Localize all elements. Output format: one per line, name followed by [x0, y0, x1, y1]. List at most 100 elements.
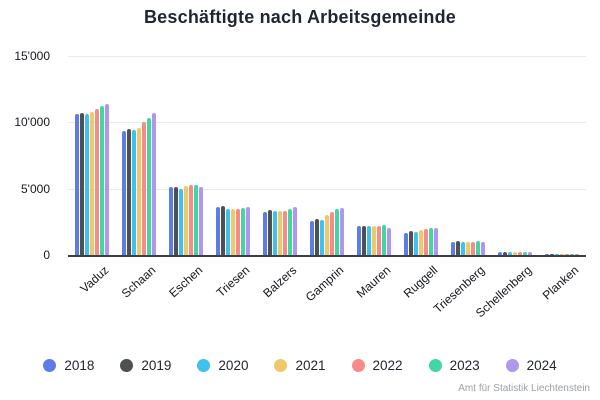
bar-triesenberg-2022[interactable]	[471, 242, 476, 255]
bar-schellenberg-2020[interactable]	[508, 251, 513, 255]
bar-schellenberg-2022[interactable]	[518, 251, 523, 255]
bar-mauren-2021[interactable]	[372, 226, 377, 255]
x-label-eschen: Eschen	[165, 263, 206, 301]
bar-gamprin-2023[interactable]	[335, 209, 339, 255]
bar-vaduz-2020[interactable]	[84, 113, 89, 255]
bar-eschen-2022[interactable]	[188, 185, 193, 255]
bar-schaan-2018[interactable]	[121, 130, 126, 255]
bar-ruggell-2022[interactable]	[424, 229, 429, 255]
bar-balzers-2018[interactable]	[262, 211, 267, 255]
legend-swatch-icon-2022	[351, 359, 365, 372]
bar-gamprin-2022[interactable]	[330, 212, 334, 255]
bar-triesenberg-2019[interactable]	[456, 241, 461, 255]
bar-eschen-2018[interactable]	[168, 187, 173, 255]
legend-item-2019[interactable]: 2019	[120, 358, 171, 373]
bar-group-triesenberg	[451, 56, 486, 255]
bar-triesen-2021[interactable]	[230, 208, 235, 255]
bar-group-balzers	[262, 56, 297, 255]
bar-triesenberg-2023[interactable]	[476, 241, 481, 255]
bar-eschen-2019[interactable]	[173, 186, 178, 255]
bar-triesenberg-2024[interactable]	[481, 242, 486, 255]
y-tick-label-0: 0	[43, 248, 50, 262]
bar-ruggell-2020[interactable]	[414, 232, 419, 255]
bar-ruggell-2019[interactable]	[409, 231, 414, 255]
bar-balzers-2021[interactable]	[277, 210, 282, 255]
bar-eschen-2024[interactable]	[198, 186, 203, 255]
legend-label-2023: 2023	[449, 358, 480, 373]
bar-planken-2024[interactable]	[575, 253, 580, 255]
gridline-5000	[68, 188, 586, 190]
bar-triesenberg-2021[interactable]	[466, 242, 471, 255]
bar-vaduz-2024[interactable]	[104, 104, 109, 255]
bar-triesen-2019[interactable]	[220, 205, 225, 255]
bar-schellenberg-2021[interactable]	[513, 251, 518, 255]
bar-triesenberg-2018[interactable]	[451, 242, 456, 255]
bar-triesenberg-2020[interactable]	[461, 242, 466, 255]
bar-mauren-2020[interactable]	[367, 226, 372, 255]
gridline-10000	[68, 122, 586, 124]
legend-item-2018[interactable]: 2018	[43, 358, 94, 373]
legend-item-2021[interactable]: 2021	[274, 358, 326, 373]
bar-vaduz-2023[interactable]	[99, 106, 104, 255]
bar-vaduz-2019[interactable]	[79, 113, 84, 255]
bar-balzers-2020[interactable]	[272, 210, 277, 255]
bar-group-planken	[545, 56, 580, 255]
bar-ruggell-2024[interactable]	[434, 227, 439, 255]
bar-schellenberg-2018[interactable]	[498, 251, 503, 255]
bar-schellenberg-2019[interactable]	[503, 251, 508, 255]
bar-schellenberg-2023[interactable]	[523, 251, 528, 255]
bar-mauren-2022[interactable]	[377, 225, 382, 255]
bar-planken-2023[interactable]	[570, 253, 575, 255]
bar-eschen-2020[interactable]	[178, 188, 183, 255]
bar-schaan-2024[interactable]	[151, 113, 156, 255]
bar-schaan-2019[interactable]	[126, 128, 131, 255]
bar-eschen-2023[interactable]	[193, 185, 198, 255]
bar-planken-2020[interactable]	[555, 253, 560, 255]
bar-group-eschen	[168, 56, 203, 255]
bar-gamprin-2021[interactable]	[325, 215, 329, 255]
legend-item-2023[interactable]: 2023	[428, 358, 480, 373]
bar-group-schaan	[121, 56, 156, 255]
bar-planken-2019[interactable]	[550, 253, 555, 255]
bar-vaduz-2018[interactable]	[74, 114, 79, 255]
bar-mauren-2024[interactable]	[387, 227, 392, 255]
bar-planken-2022[interactable]	[565, 253, 570, 255]
bar-vaduz-2022[interactable]	[94, 109, 99, 255]
legend-label-2024: 2024	[526, 358, 557, 373]
bar-triesen-2020[interactable]	[225, 208, 230, 255]
bar-gamprin-2018[interactable]	[310, 220, 314, 255]
bar-eschen-2021[interactable]	[183, 186, 188, 255]
bar-triesen-2023[interactable]	[240, 207, 245, 255]
bar-schaan-2023[interactable]	[146, 117, 151, 255]
bar-balzers-2022[interactable]	[282, 210, 287, 255]
y-tick-label-15000: 15'000	[14, 49, 50, 63]
bar-schaan-2021[interactable]	[136, 128, 141, 255]
bar-planken-2018[interactable]	[545, 253, 550, 255]
y-tick-label-5000: 5'000	[21, 181, 50, 196]
bar-balzers-2019[interactable]	[267, 209, 272, 255]
legend-item-2022[interactable]: 2022	[351, 358, 403, 373]
bar-schaan-2020[interactable]	[131, 130, 136, 255]
bar-gamprin-2019[interactable]	[315, 218, 319, 255]
legend-item-2024[interactable]: 2024	[505, 358, 557, 373]
bar-vaduz-2021[interactable]	[89, 111, 94, 255]
bar-triesen-2022[interactable]	[235, 209, 240, 255]
bar-schaan-2022[interactable]	[141, 121, 146, 255]
bar-triesen-2018[interactable]	[215, 206, 220, 255]
bar-mauren-2018[interactable]	[357, 226, 362, 255]
bar-planken-2021[interactable]	[560, 253, 565, 255]
legend-item-2020[interactable]: 2020	[197, 358, 248, 373]
bar-balzers-2024[interactable]	[292, 207, 297, 255]
bar-gamprin-2024[interactable]	[340, 207, 344, 255]
bar-ruggell-2018[interactable]	[404, 233, 409, 255]
bar-ruggell-2021[interactable]	[419, 230, 424, 255]
x-label-planken: Planken	[540, 263, 582, 303]
bar-mauren-2019[interactable]	[362, 225, 367, 255]
bar-ruggell-2023[interactable]	[429, 227, 434, 255]
bar-gamprin-2020[interactable]	[320, 219, 324, 255]
bar-mauren-2023[interactable]	[382, 225, 387, 255]
bar-triesen-2024[interactable]	[245, 207, 250, 255]
bar-balzers-2023[interactable]	[287, 209, 292, 255]
bar-schellenberg-2024[interactable]	[528, 251, 533, 255]
